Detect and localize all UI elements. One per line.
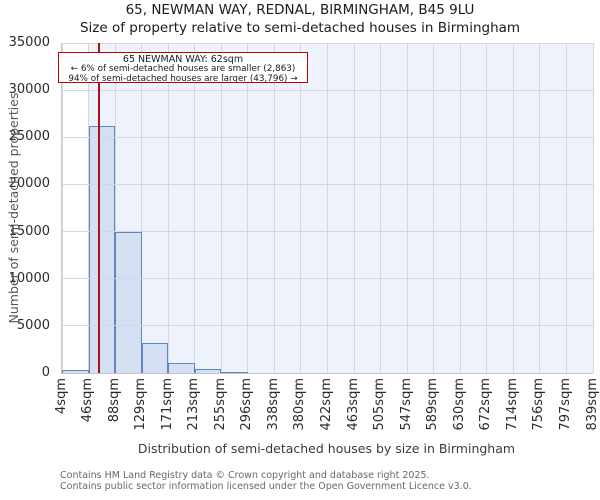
callout-larger-stat: 94% of semi-detached houses are larger (… [68, 73, 298, 83]
y-tick-label: 10000 [8, 270, 50, 286]
x-tick-label: 296sqm [239, 378, 255, 431]
histogram-bar [88, 125, 116, 373]
y-tick-label: 30000 [8, 82, 50, 98]
y-tick-label: 5000 [16, 317, 50, 333]
x-tick-label: 255sqm [212, 378, 228, 431]
gridline-vertical [114, 43, 116, 373]
gridline-vertical [406, 43, 408, 373]
gridline-vertical [459, 43, 461, 373]
gridline-vertical [592, 43, 594, 373]
histogram-bar [141, 342, 169, 373]
gridline-horizontal [62, 278, 593, 280]
gridline-horizontal [62, 89, 593, 91]
x-tick-label: 756sqm [531, 378, 547, 431]
y-tick-label: 25000 [8, 129, 50, 145]
gridline-vertical [512, 43, 514, 373]
x-axis-label: Distribution of semi-detached houses by … [137, 441, 516, 456]
gridline-horizontal [62, 325, 593, 327]
y-axis-label: Number of semi-detached properties [6, 92, 21, 324]
callout-smaller-stat: ← 6% of semi-detached houses are smaller… [70, 64, 296, 74]
x-tick-label: 714sqm [504, 378, 520, 431]
histogram-bar [221, 371, 248, 373]
x-tick-label: 422sqm [319, 378, 334, 431]
gridline-horizontal [62, 136, 593, 138]
x-tick-label: 380sqm [292, 378, 308, 431]
gridline-horizontal [62, 231, 593, 233]
gridline-vertical [61, 43, 63, 373]
gridline-vertical [565, 43, 567, 373]
gridline-vertical [300, 43, 302, 373]
chart-title: 65, NEWMAN WAY, REDNAL, BIRMINGHAM, B45 … [125, 2, 475, 18]
x-tick-label: 630sqm [451, 378, 467, 431]
gridline-vertical [539, 43, 541, 373]
gridline-vertical [380, 43, 382, 373]
gridline-vertical [220, 43, 222, 373]
gridline-vertical [327, 43, 328, 373]
histogram-bar [194, 369, 222, 373]
x-tick-label: 4sqm [53, 378, 69, 414]
x-tick-label: 129sqm [133, 378, 149, 431]
x-tick-label: 505sqm [372, 378, 388, 431]
histogram-bar [62, 369, 89, 373]
x-tick-label: 46sqm [80, 378, 96, 423]
x-tick-label: 797sqm [557, 378, 573, 431]
x-tick-label: 547sqm [398, 378, 414, 431]
y-tick-label: 35000 [8, 35, 50, 50]
plot-area: 65 NEWMAN WAY: 62sqm ← 6% of semi-detach… [58, 42, 594, 374]
x-tick-label: 88sqm [106, 378, 122, 423]
x-tick-label: 672sqm [478, 378, 494, 431]
gridline-vertical [273, 43, 275, 373]
x-tick-label: 589sqm [425, 378, 441, 431]
gridline-vertical [194, 43, 196, 373]
histogram-bar [115, 232, 142, 373]
gridline-vertical [247, 43, 249, 373]
y-tick-label: 0 [41, 365, 50, 380]
y-tick-label: 15000 [8, 223, 50, 239]
gridline-vertical [353, 43, 355, 373]
histogram-bar [168, 363, 195, 373]
y-tick-label: 20000 [8, 176, 50, 192]
footer-attribution-1: Contains HM Land Registry data © Crown c… [60, 470, 430, 481]
gridline-horizontal [62, 42, 593, 44]
x-tick-label: 463sqm [345, 378, 361, 431]
callout-property-label: 65 NEWMAN WAY: 62sqm [122, 54, 244, 65]
property-marker-line [98, 43, 100, 373]
shaded-larger-region [88, 43, 593, 373]
x-tick-label: 338sqm [265, 378, 281, 431]
footer-attribution-2: Contains public sector information licen… [60, 481, 472, 492]
x-tick-label: 171sqm [159, 378, 175, 431]
gridline-vertical [141, 43, 143, 373]
property-callout-box: 65 NEWMAN WAY: 62sqm ← 6% of semi-detach… [58, 52, 308, 83]
gridline-horizontal [62, 183, 593, 185]
gridline-vertical [167, 43, 169, 373]
gridline-vertical [486, 43, 488, 373]
chart-subtitle: Size of property relative to semi-detach… [79, 20, 521, 36]
x-tick-label: 213sqm [186, 378, 202, 431]
x-tick-label: 839sqm [584, 378, 600, 431]
gridline-vertical [433, 43, 435, 373]
